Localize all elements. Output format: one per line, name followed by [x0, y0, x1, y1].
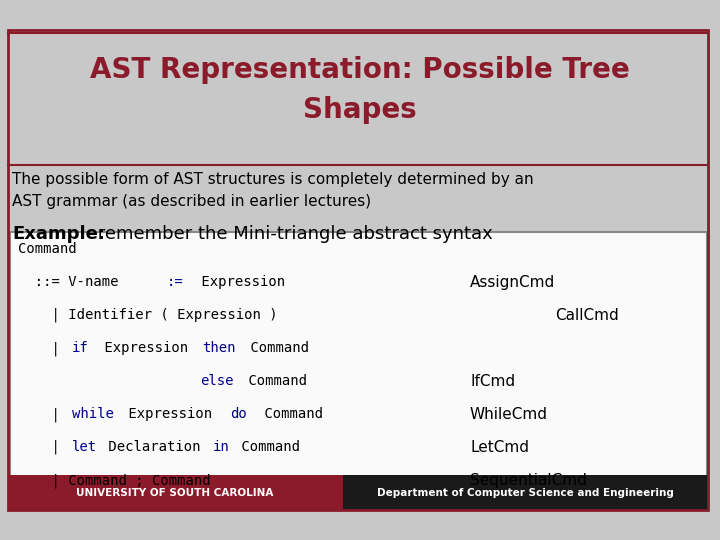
Text: |: | [18, 440, 68, 455]
Text: if: if [72, 341, 89, 355]
Text: Command: Command [256, 407, 323, 421]
Text: |: | [18, 407, 68, 422]
FancyBboxPatch shape [10, 232, 707, 480]
Text: IfCmd: IfCmd [470, 374, 515, 389]
Text: |: | [18, 341, 68, 355]
Text: :=: := [167, 275, 184, 289]
Text: ::= V-name: ::= V-name [18, 275, 127, 289]
Text: else: else [200, 374, 233, 388]
Text: The possible form of AST structures is completely determined by an
AST grammar (: The possible form of AST structures is c… [12, 172, 534, 209]
Text: let: let [72, 440, 97, 454]
Text: | Identifier ( Expression ): | Identifier ( Expression ) [18, 308, 278, 322]
Text: Expression: Expression [120, 407, 220, 421]
FancyBboxPatch shape [343, 475, 708, 510]
Text: AST Representation: Possible Tree: AST Representation: Possible Tree [90, 56, 630, 84]
Text: Department of Computer Science and Engineering: Department of Computer Science and Engin… [377, 488, 673, 498]
Text: do: do [230, 407, 247, 421]
Text: WhileCmd: WhileCmd [470, 407, 548, 422]
Text: Command: Command [233, 440, 300, 454]
Text: Expression: Expression [193, 275, 285, 289]
Text: while: while [72, 407, 114, 421]
Text: Command: Command [242, 341, 309, 355]
Text: Expression: Expression [96, 341, 197, 355]
FancyBboxPatch shape [8, 475, 343, 510]
Text: | Command ; Command: | Command ; Command [18, 473, 211, 488]
Text: Command: Command [18, 242, 76, 256]
Text: Command: Command [240, 374, 307, 388]
Text: Example:: Example: [12, 225, 105, 243]
Text: SequentialCmd: SequentialCmd [470, 473, 587, 488]
Text: remember the Mini-triangle abstract syntax: remember the Mini-triangle abstract synt… [92, 225, 492, 243]
Text: then: then [202, 341, 235, 355]
Text: CallCmd: CallCmd [555, 308, 618, 323]
Text: LetCmd: LetCmd [470, 440, 529, 455]
Text: in: in [213, 440, 230, 454]
Text: UNIVERSITY OF SOUTH CAROLINA: UNIVERSITY OF SOUTH CAROLINA [76, 488, 274, 498]
Text: Declaration: Declaration [100, 440, 209, 454]
Text: AssignCmd: AssignCmd [470, 275, 555, 290]
Text: Shapes: Shapes [303, 96, 417, 124]
